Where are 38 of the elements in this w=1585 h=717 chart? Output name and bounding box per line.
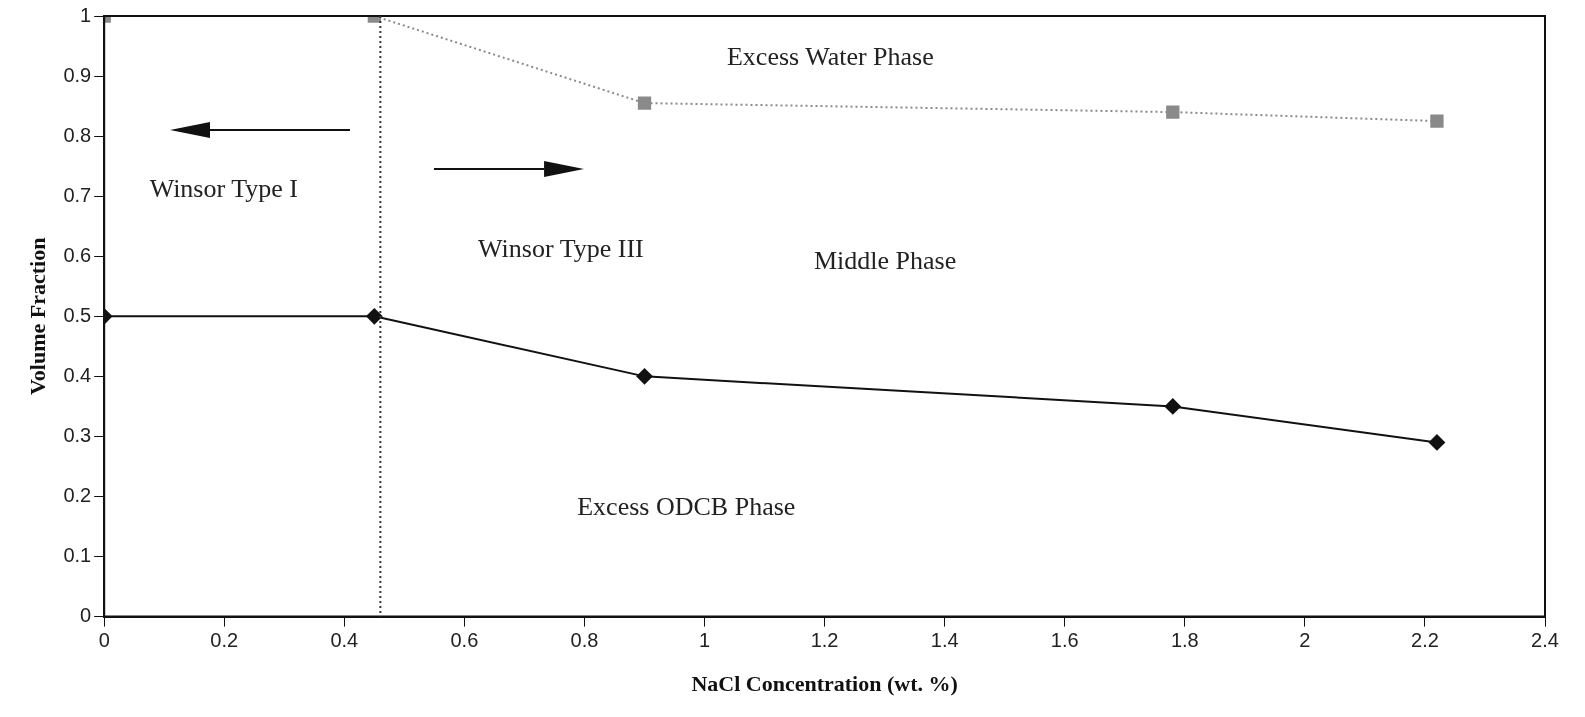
x-tick-label: 2.4 [1531, 629, 1559, 652]
point [1430, 114, 1444, 128]
point [1166, 105, 1180, 119]
x-tick-label: 2.2 [1411, 629, 1439, 652]
y-tick-label: 0.3 [63, 423, 92, 446]
annotation: Winsor Type I [149, 174, 298, 203]
x-tick-label: 2 [1299, 629, 1311, 652]
x-axis-title: NaCl Concentration (wt. %) [691, 671, 958, 697]
x-tick-label: 1.6 [1050, 629, 1079, 652]
point [637, 96, 652, 110]
x-tick-label: 0.8 [570, 629, 599, 652]
x-tick-label: 0 [98, 629, 110, 652]
x-tick-label: 0.4 [330, 629, 359, 652]
y-tick-label: 1 [80, 3, 92, 26]
point [636, 368, 653, 385]
y-tick-label: 0.2 [63, 484, 92, 506]
y-tick-label: 0.7 [63, 183, 92, 206]
annotation: Middle Phase [813, 246, 957, 276]
x-tick-label: 1 [698, 629, 711, 652]
annotation: Excess Water Phase [726, 41, 934, 71]
x-tick-label: 0.6 [450, 629, 479, 652]
annotation: Excess ODCB Phase [577, 492, 796, 522]
y-tick-label: 0.6 [63, 243, 92, 266]
y-tick-label: 0.8 [63, 123, 92, 146]
point [366, 308, 383, 325]
y-tick-label: 0.9 [63, 63, 92, 86]
y-tick-label: 0.1 [63, 544, 92, 567]
point [1428, 434, 1445, 451]
point [1164, 398, 1181, 415]
x-tick-label: 1.2 [810, 629, 839, 652]
y-tick-label: 0.4 [63, 363, 92, 386]
x-tick-label: 1.4 [930, 629, 959, 652]
x-tick-label: 1.8 [1170, 629, 1199, 652]
y-axis-title: Volume Fraction [24, 237, 50, 396]
y-tick-label: 0 [80, 604, 92, 627]
x-tick-label: 0.2 [210, 629, 239, 652]
y-tick-label: 0.5 [63, 303, 92, 326]
annotation: Winsor Type III [478, 234, 644, 264]
